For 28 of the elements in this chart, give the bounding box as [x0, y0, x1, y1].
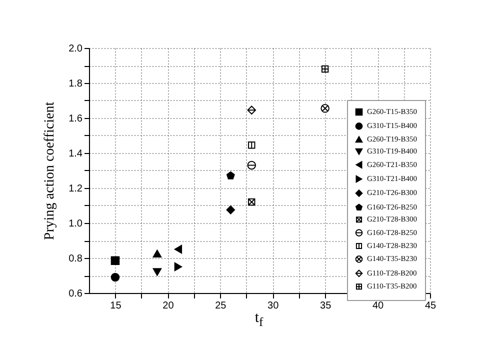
point: [174, 244, 182, 254]
y-tick-label: 1.4: [68, 148, 83, 160]
point: [226, 171, 235, 180]
x-tick-label: 45: [424, 300, 436, 312]
point: [174, 262, 182, 272]
point: [248, 142, 256, 149]
point: [152, 268, 162, 276]
x-axis-title: t$_{f}$: [254, 310, 264, 330]
point: [226, 206, 236, 214]
y-axis-title: Prying action coefficient: [42, 102, 58, 240]
x-tick-label: 25: [215, 300, 227, 312]
y-tick-label: 0.6: [68, 288, 83, 300]
y-tick-label: 1.6: [68, 114, 83, 124]
point: [247, 160, 256, 170]
y-tick-label: 1.0: [68, 218, 83, 230]
point: [110, 272, 120, 282]
point: [247, 106, 256, 114]
point: [152, 250, 162, 258]
x-tick-label: 20: [162, 300, 174, 312]
x-tick-label: 35: [320, 300, 332, 312]
point: [110, 256, 120, 265]
x-tick-label: 15: [110, 300, 122, 312]
y-tick-label: 1.2: [68, 184, 83, 194]
x-tick-label: 30: [268, 300, 280, 312]
x-tick-label: 40: [372, 300, 384, 312]
y-tick-label: 2.0: [68, 44, 83, 54]
y-tick-label: 0.8: [68, 254, 83, 264]
y-tick-label: 1.8: [68, 78, 83, 90]
